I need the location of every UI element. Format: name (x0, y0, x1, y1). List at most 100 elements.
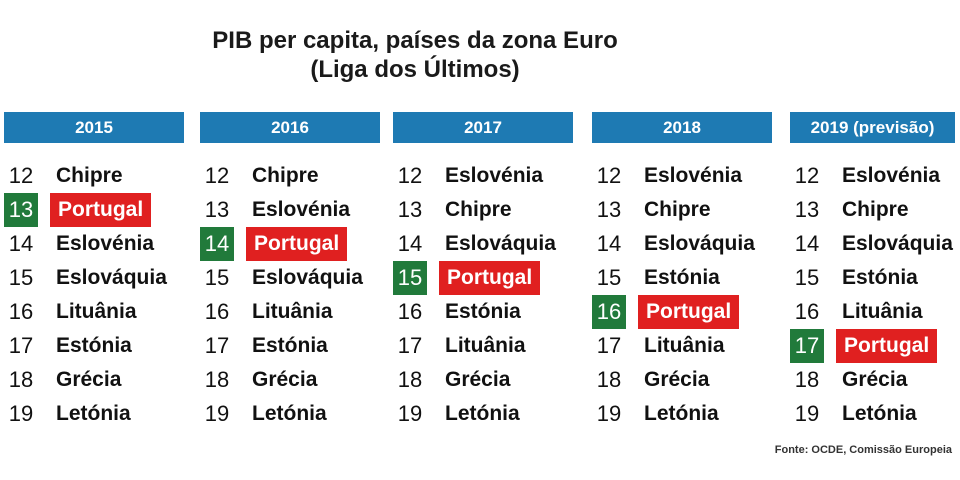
country-name: Eslováquia (252, 266, 363, 289)
country-name: Lituânia (644, 334, 725, 357)
ranking-row: 15 Estónia (790, 261, 955, 295)
rank-number: 16 (592, 295, 626, 329)
ranking-row: 14 Eslovénia (4, 227, 184, 261)
rank-number: 19 (204, 401, 230, 426)
ranking-row: 12 Chipre (4, 159, 184, 193)
ranking-row: 18 Grécia (393, 363, 573, 397)
country-name: Letónia (252, 402, 327, 425)
rank-number: 14 (200, 227, 234, 261)
rank-number: 13 (397, 197, 423, 222)
country-name: Portugal (836, 329, 938, 363)
rank-number: 14 (8, 231, 34, 256)
year-column: 2016 12 Chipre 13 Eslovénia 14 Portugal 15 Eslov… (200, 112, 380, 431)
rank-number: 16 (397, 299, 423, 324)
ranking-row: 12 Eslovénia (393, 159, 573, 193)
ranking-row: 16 Lituânia (4, 295, 184, 329)
rank-number: 17 (790, 329, 824, 363)
country-name: Letónia (644, 402, 719, 425)
ranking-row: 19 Letónia (200, 397, 380, 431)
ranking-row: 19 Letónia (592, 397, 772, 431)
ranking-row-highlighted: 14 Portugal (200, 227, 380, 261)
rank-number: 18 (397, 367, 423, 392)
rank-number: 12 (8, 163, 34, 188)
country-name: Portugal (439, 261, 541, 295)
rank-number: 15 (393, 261, 427, 295)
country-name: Chipre (644, 198, 711, 221)
rank-number: 13 (596, 197, 622, 222)
source-note: Fonte: OCDE, Comissão Europeia (774, 444, 952, 456)
rank-number: 17 (397, 333, 423, 358)
title-line-2: (Liga dos Últimos) (310, 56, 520, 83)
ranking-row: 12 Eslovénia (592, 159, 772, 193)
country-name: Letónia (56, 402, 131, 425)
rank-number: 12 (204, 163, 230, 188)
ranking-row: 16 Lituânia (200, 295, 380, 329)
rank-number: 13 (794, 197, 820, 222)
ranking-row-highlighted: 16 Portugal (592, 295, 772, 329)
country-name: Estónia (445, 300, 521, 323)
ranking-row: 15 Eslováquia (4, 261, 184, 295)
year-column: 2018 12 Eslovénia 13 Chipre 14 Eslováquia 15 Est… (592, 112, 772, 431)
rank-number: 17 (596, 333, 622, 358)
rank-number: 15 (8, 265, 34, 290)
ranking-row: 16 Estónia (393, 295, 573, 329)
ranking-row: 19 Letónia (790, 397, 955, 431)
ranking-row: 19 Letónia (393, 397, 573, 431)
ranking-row: 17 Lituânia (592, 329, 772, 363)
country-name: Estónia (842, 266, 918, 289)
country-name: Portugal (638, 295, 740, 329)
country-name: Portugal (246, 227, 348, 261)
ranking-row: 17 Lituânia (393, 329, 573, 363)
ranking-row: 13 Chipre (790, 193, 955, 227)
year-header: 2015 (4, 112, 184, 143)
country-name: Eslovénia (842, 164, 941, 187)
rank-number: 14 (596, 231, 622, 256)
rank-number: 12 (397, 163, 423, 188)
country-name: Letónia (445, 402, 520, 425)
rank-number: 16 (204, 299, 230, 324)
ranking-row: 18 Grécia (200, 363, 380, 397)
ranking-row: 13 Chipre (592, 193, 772, 227)
rank-number: 15 (596, 265, 622, 290)
country-name: Chipre (842, 198, 909, 221)
rank-number: 13 (4, 193, 38, 227)
rank-number: 19 (397, 401, 423, 426)
ranking-row: 12 Chipre (200, 159, 380, 193)
ranking-row: 17 Estónia (200, 329, 380, 363)
ranking-row: 19 Letónia (4, 397, 184, 431)
ranking-row: 18 Grécia (4, 363, 184, 397)
rank-number: 18 (596, 367, 622, 392)
year-column: 2015 12 Chipre 13 Portugal 14 Eslovénia 15 Eslov… (4, 112, 184, 431)
country-name: Eslováquia (445, 232, 556, 255)
rank-number: 14 (397, 231, 423, 256)
title-line-1: PIB per capita, países da zona Euro (212, 27, 618, 54)
ranking-row: 15 Estónia (592, 261, 772, 295)
country-name: Eslováquia (644, 232, 755, 255)
year-column: 2017 12 Eslovénia 13 Chipre 14 Eslováquia 15 Por… (393, 112, 573, 431)
ranking-row-highlighted: 13 Portugal (4, 193, 184, 227)
ranking-row: 14 Eslováquia (592, 227, 772, 261)
rank-number: 16 (8, 299, 34, 324)
country-name: Lituânia (56, 300, 137, 323)
ranking-row: 16 Lituânia (790, 295, 955, 329)
country-name: Estónia (56, 334, 132, 357)
country-name: Lituânia (445, 334, 526, 357)
rank-number: 14 (794, 231, 820, 256)
country-name: Chipre (56, 164, 123, 187)
ranking-row: 13 Chipre (393, 193, 573, 227)
ranking-row: 12 Eslovénia (790, 159, 955, 193)
country-name: Grécia (252, 368, 318, 391)
rank-number: 13 (204, 197, 230, 222)
page-title: PIB per capita, países da zona Euro (Lig… (0, 26, 830, 84)
country-name: Letónia (842, 402, 917, 425)
country-name: Chipre (252, 164, 319, 187)
rank-number: 19 (794, 401, 820, 426)
ranking-row: 14 Eslováquia (790, 227, 955, 261)
ranking-row: 18 Grécia (592, 363, 772, 397)
rank-number: 17 (204, 333, 230, 358)
country-name: Lituânia (842, 300, 923, 323)
rank-number: 18 (8, 367, 34, 392)
rank-number: 12 (596, 163, 622, 188)
year-header: 2019 (previsão) (790, 112, 955, 143)
rank-number: 12 (794, 163, 820, 188)
